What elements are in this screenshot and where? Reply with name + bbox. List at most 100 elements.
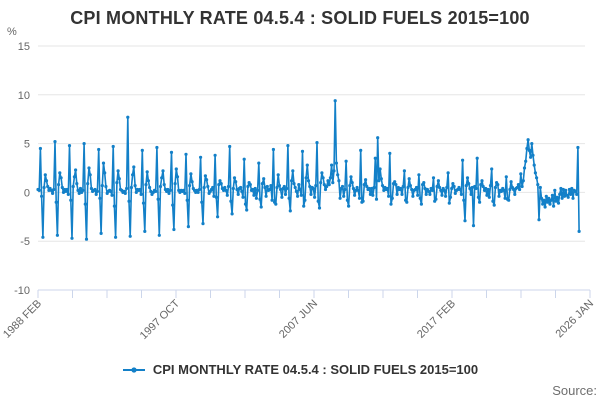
data-point-marker [302, 204, 306, 208]
data-point-marker [126, 115, 130, 119]
data-point-marker [67, 144, 72, 148]
data-point-marker [559, 186, 563, 191]
data-point-marker [256, 188, 260, 192]
data-point-marker [311, 186, 315, 191]
data-point-marker [545, 200, 550, 204]
data-point-marker [313, 195, 317, 199]
data-point-marker [343, 187, 347, 192]
data-point-marker [484, 186, 488, 191]
data-point-marker [465, 176, 470, 180]
data-point-marker [262, 177, 266, 181]
y-tick-label: -5 [20, 236, 30, 248]
data-point-marker [445, 185, 449, 190]
data-point-marker [349, 175, 353, 179]
data-point-marker [234, 180, 238, 184]
data-point-marker [577, 229, 581, 233]
x-tick-label: 1988 FEB [1, 298, 44, 341]
data-point-marker [87, 166, 91, 170]
data-point-marker [225, 193, 229, 197]
data-point-marker [309, 192, 313, 196]
data-point-marker [131, 173, 135, 177]
data-point-marker [115, 181, 119, 185]
data-point-marker [427, 189, 431, 193]
data-point-marker [291, 169, 295, 173]
data-point-marker [239, 185, 243, 190]
data-point-marker [458, 187, 462, 192]
data-point-marker [529, 155, 533, 159]
data-point-marker [274, 202, 278, 206]
legend-series-label: CPI MONTHLY RATE 04.5.4 : SOLID FUELS 20… [152, 362, 479, 377]
data-point-marker [354, 188, 358, 192]
data-point-marker [405, 200, 409, 204]
data-point-marker [230, 212, 234, 216]
data-point-marker [532, 163, 536, 167]
data-point-marker [416, 193, 420, 197]
data-point-marker [75, 182, 79, 186]
data-point-marker [61, 190, 66, 194]
data-point-marker [276, 173, 280, 177]
data-point-marker [434, 197, 438, 201]
data-point-marker [374, 197, 379, 201]
y-tick-label: 5 [24, 139, 30, 151]
data-point-marker [172, 227, 176, 232]
data-point-marker [507, 198, 511, 202]
data-point-marker [65, 187, 69, 192]
data-point-marker [223, 185, 227, 190]
data-point-marker [331, 181, 335, 185]
data-point-marker [345, 198, 349, 202]
data-point-marker [347, 204, 351, 208]
data-point-marker [549, 198, 553, 202]
data-point-marker [401, 184, 405, 189]
data-point-marker [571, 196, 575, 200]
data-point-marker [519, 172, 523, 176]
data-point-marker [408, 184, 412, 188]
data-point-marker [373, 156, 377, 160]
data-point-marker [203, 174, 207, 178]
data-point-marker [196, 190, 200, 194]
data-point-marker [292, 182, 296, 186]
data-point-marker [243, 202, 248, 206]
data-point-marker [480, 179, 484, 183]
data-point-marker [521, 179, 525, 183]
legend-item[interactable]: CPI MONTHLY RATE 04.5.4 : SOLID FUELS 20… [0, 362, 600, 377]
data-point-marker [304, 176, 308, 180]
data-point-marker [348, 184, 352, 188]
data-point-marker [182, 188, 186, 192]
chart-title: CPI MONTHLY RATE 04.5.4 : SOLID FUELS 20… [70, 8, 530, 28]
data-point-marker [371, 193, 375, 197]
data-point-marker [168, 188, 172, 192]
data-point-marker [158, 184, 163, 189]
data-point-marker [459, 192, 463, 196]
data-point-marker [504, 175, 508, 179]
data-point-marker [322, 183, 326, 187]
data-point-marker [463, 219, 467, 223]
data-point-marker [264, 194, 268, 198]
data-point-marker [280, 195, 284, 199]
data-point-marker [111, 144, 115, 149]
data-point-marker [216, 215, 220, 219]
data-point-marker [407, 177, 411, 181]
data-point-marker [344, 159, 348, 163]
data-point-marker [468, 186, 472, 191]
data-point-marker [525, 146, 529, 151]
y-tick-label: 15 [18, 41, 30, 53]
data-point-marker [516, 183, 521, 187]
data-point-marker [58, 171, 62, 175]
x-tick-label: 2017 FEB [415, 298, 458, 341]
data-point-marker [263, 185, 267, 190]
data-point-marker [116, 169, 120, 173]
data-point-marker [474, 186, 478, 191]
data-point-marker [502, 188, 506, 192]
data-point-marker [368, 192, 372, 196]
data-point-marker [469, 192, 473, 196]
data-point-marker [54, 200, 58, 204]
data-point-marker [157, 233, 161, 237]
data-point-marker [575, 192, 579, 196]
data-point-marker [101, 161, 106, 165]
data-point-marker [128, 234, 132, 238]
series-cpi-solid-fuels[interactable] [36, 99, 581, 241]
data-point-marker [161, 169, 165, 173]
data-point-marker [294, 189, 298, 193]
data-point-marker [133, 184, 137, 188]
